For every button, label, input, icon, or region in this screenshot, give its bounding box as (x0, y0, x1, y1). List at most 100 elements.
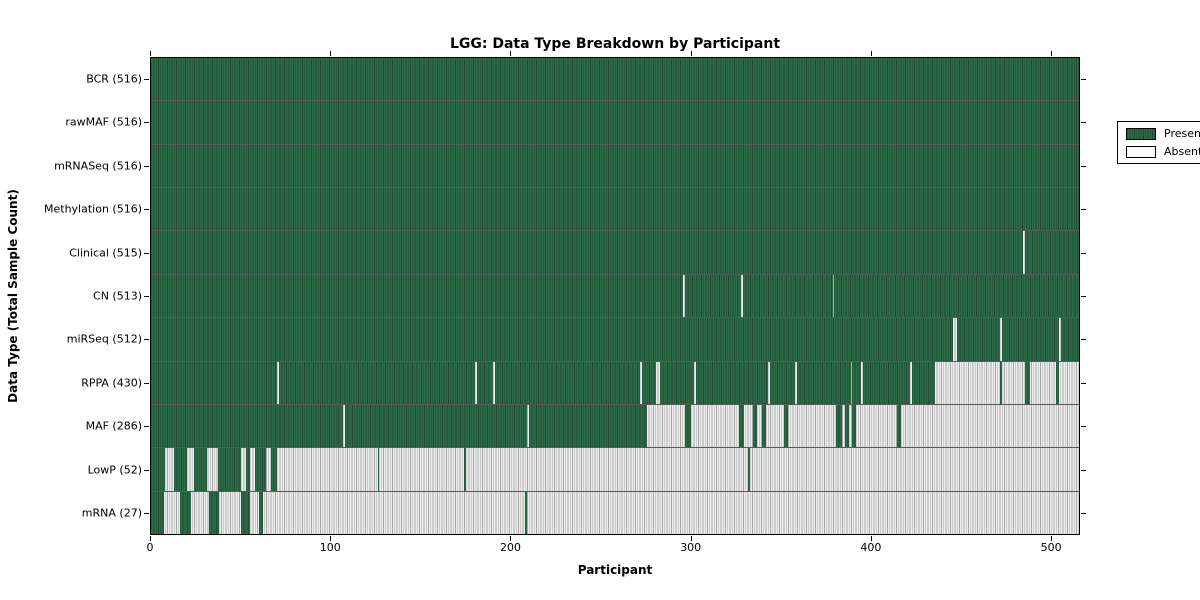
present-segment (463, 448, 466, 491)
heatmap-row-LowP (151, 448, 1079, 492)
heatmap-row-Clinical (151, 231, 1079, 275)
x-tick-mark (690, 51, 692, 56)
heatmap-row-CN (151, 274, 1079, 319)
present-segment (271, 448, 277, 491)
present-swatch-icon (1126, 127, 1156, 140)
x-tick-mark (870, 536, 872, 541)
y-tick-mark (1081, 339, 1086, 341)
y-tick-label-mRNASeq: mRNASeq (516) (54, 159, 142, 173)
x-tick-mark (510, 51, 512, 56)
y-tick-label-LowP: LowP (52) (87, 463, 142, 477)
y-tick-mark (144, 122, 149, 124)
present-segment (255, 448, 267, 491)
present-segment (999, 361, 1002, 404)
present-segment (377, 448, 380, 491)
x-tick-label-100: 100 (319, 541, 341, 554)
x-tick-label-300: 300 (680, 541, 702, 554)
present-segment (494, 361, 641, 404)
present-segment (151, 448, 166, 491)
present-segment (151, 361, 277, 404)
present-segment (345, 404, 527, 448)
heatmap-row-mRNA (151, 491, 1079, 534)
present-segment (956, 318, 1000, 361)
present-segment (1061, 318, 1079, 361)
x-tick-mark (690, 536, 692, 541)
heatmap-row-Methylation (151, 188, 1079, 232)
y-tick-label-RPPA: RPPA (430) (81, 376, 142, 390)
present-segment (852, 404, 856, 448)
present-segment (748, 448, 750, 491)
legend: Present Absent (1117, 121, 1200, 164)
present-segment (796, 361, 851, 404)
y-tick-mark (144, 426, 149, 428)
present-segment (641, 361, 657, 404)
y-tick-mark (1081, 426, 1086, 428)
absent-cells (151, 491, 1079, 534)
present-segment (834, 274, 1079, 318)
plot-area: Present Absent (150, 57, 1200, 535)
y-tick-mark (144, 252, 149, 254)
y-tick-mark (144, 165, 149, 167)
y-tick-mark (144, 469, 149, 471)
present-segment (695, 361, 768, 404)
present-segment (151, 491, 164, 534)
x-tick-mark (150, 536, 151, 541)
y-tick-mark (1081, 209, 1086, 211)
y-tick-mark (1081, 252, 1086, 254)
absent-cells (151, 448, 1079, 491)
heatmap-row-MAF (151, 404, 1079, 449)
legend-label: Present (1164, 127, 1200, 140)
present-segment (194, 448, 207, 491)
y-tick-label-miRSeq: miRSeq (512) (66, 332, 142, 346)
present-segment (784, 404, 788, 448)
y-tick-mark (144, 296, 149, 297)
y-tick-label-Methylation: Methylation (516) (44, 202, 142, 216)
legend-label: Absent (1164, 145, 1200, 158)
x-tick-label-200: 200 (499, 541, 521, 554)
heatmap-row-rawMAF (151, 101, 1079, 145)
x-tick-mark (1051, 51, 1053, 56)
y-tick-label-mRNA: mRNA (27) (81, 506, 142, 520)
y-tick-label-Clinical: Clinical (515) (69, 246, 142, 260)
present-segment (258, 491, 263, 534)
y-tick-mark (1081, 122, 1086, 124)
present-segment (476, 361, 493, 404)
present-segment (1025, 361, 1031, 404)
x-tick-label-400: 400 (860, 541, 882, 554)
present-segment (685, 274, 741, 318)
absent-swatch-icon (1126, 145, 1156, 158)
x-tick-mark (330, 51, 332, 56)
y-tick-mark (144, 382, 149, 384)
present-segment (151, 101, 1079, 144)
heatmap-rows (151, 58, 1079, 534)
y-tick-mark (1081, 382, 1086, 384)
y-tick-mark (1081, 165, 1086, 167)
present-segment (151, 144, 1079, 188)
y-tick-mark (144, 78, 149, 80)
present-segment (753, 404, 758, 448)
present-segment (179, 491, 191, 534)
y-tick-label-MAF: MAF (286) (85, 419, 142, 433)
heatmap-row-RPPA (151, 361, 1079, 405)
heatmap-row-miRSeq (151, 318, 1079, 362)
present-segment (151, 231, 1024, 274)
present-segment (208, 491, 220, 534)
heatmap-row-BCR (151, 58, 1079, 102)
present-segment (528, 404, 648, 448)
x-tick-mark (870, 51, 872, 56)
present-segment (1001, 318, 1060, 361)
present-segment (845, 404, 849, 448)
x-tick-mark (510, 536, 512, 541)
present-segment (685, 404, 691, 448)
present-segment (278, 361, 475, 404)
x-tick-mark (1051, 536, 1053, 541)
present-segment (1055, 361, 1060, 404)
present-segment (151, 188, 1079, 231)
x-tick-label-0: 0 (146, 541, 154, 554)
present-segment (762, 404, 767, 448)
y-tick-mark (1081, 469, 1086, 471)
y-tick-label-CN: CN (513) (93, 289, 142, 303)
present-segment (659, 361, 695, 404)
present-segment (217, 448, 241, 491)
